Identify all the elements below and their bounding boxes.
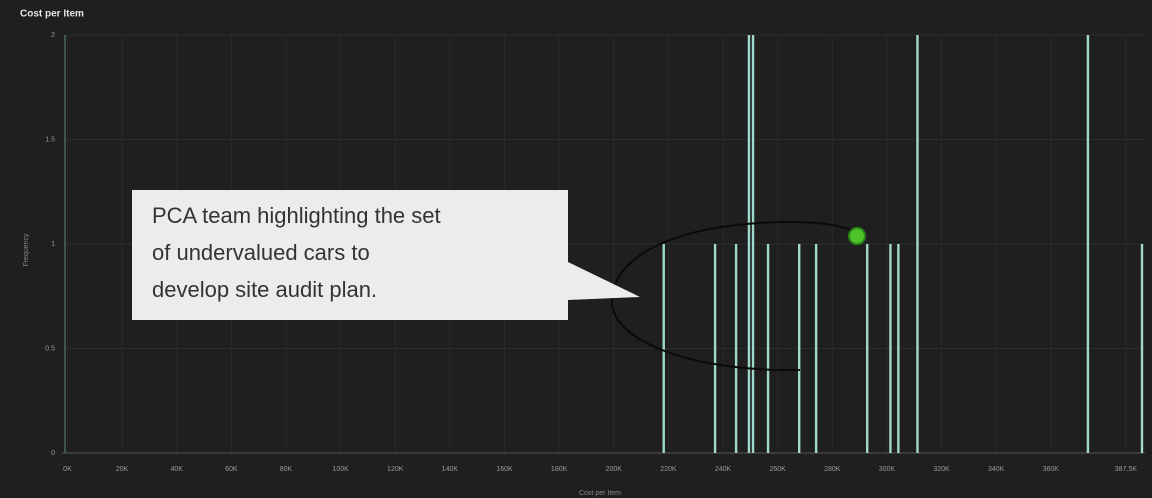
annotation-overlay: PCA team highlighting the set of underva… [132, 190, 866, 372]
x-tick-label: 200K [606, 466, 623, 473]
bar [866, 244, 869, 453]
bar [1086, 35, 1090, 453]
callout-text: PCA team highlighting the set [152, 203, 441, 228]
bar [766, 244, 770, 453]
x-axis-label: Cost per Item [579, 490, 621, 497]
bar [897, 244, 900, 453]
bar [662, 244, 665, 453]
bar [889, 244, 892, 453]
x-tick-label: 360K [1043, 466, 1060, 473]
x-tick-label: 387.5K [1115, 466, 1138, 473]
bar [798, 244, 801, 453]
bar [734, 244, 738, 453]
x-tick-label: 140K [442, 466, 459, 473]
x-tick-label: 220K [660, 466, 677, 473]
x-tick-label: 20K [116, 466, 129, 473]
y-tick-label: 2 [51, 32, 55, 39]
chart-title: Cost per Item [20, 9, 84, 20]
callout-text: develop site audit plan. [152, 277, 377, 302]
x-tick-label: 340K [988, 466, 1005, 473]
bar [751, 35, 755, 453]
y-tick-label: 0 [51, 450, 55, 457]
x-tick-label: 260K [769, 466, 786, 473]
y-tick-label: 1 [51, 241, 55, 248]
callout-text: of undervalued cars to [152, 240, 370, 265]
x-tick-label: 300K [879, 466, 896, 473]
x-tick-label: 100K [332, 466, 349, 473]
bar [713, 244, 717, 453]
bar [916, 35, 919, 453]
bar [814, 244, 818, 453]
y-tick-label: 0.5 [45, 345, 55, 352]
x-tick-label: 320K [933, 466, 950, 473]
y-axis-label: Frequency [23, 233, 30, 267]
x-tick-label: 240K [715, 466, 732, 473]
x-tick-label: 180K [551, 466, 568, 473]
highlight-dot [848, 227, 866, 245]
highlight-ellipse [610, 220, 859, 372]
bar [747, 35, 751, 453]
x-tick-label: 120K [387, 466, 404, 473]
bar [1140, 244, 1144, 453]
x-tick-label: 0K [63, 466, 72, 473]
callout-box [132, 190, 640, 320]
x-tick-label: 80K [280, 466, 293, 473]
x-tick-label: 160K [496, 466, 513, 473]
x-tick-label: 280K [824, 466, 841, 473]
y-tick-label: 1.5 [45, 136, 55, 143]
x-tick-label: 40K [170, 466, 183, 473]
x-tick-label: 60K [225, 466, 238, 473]
